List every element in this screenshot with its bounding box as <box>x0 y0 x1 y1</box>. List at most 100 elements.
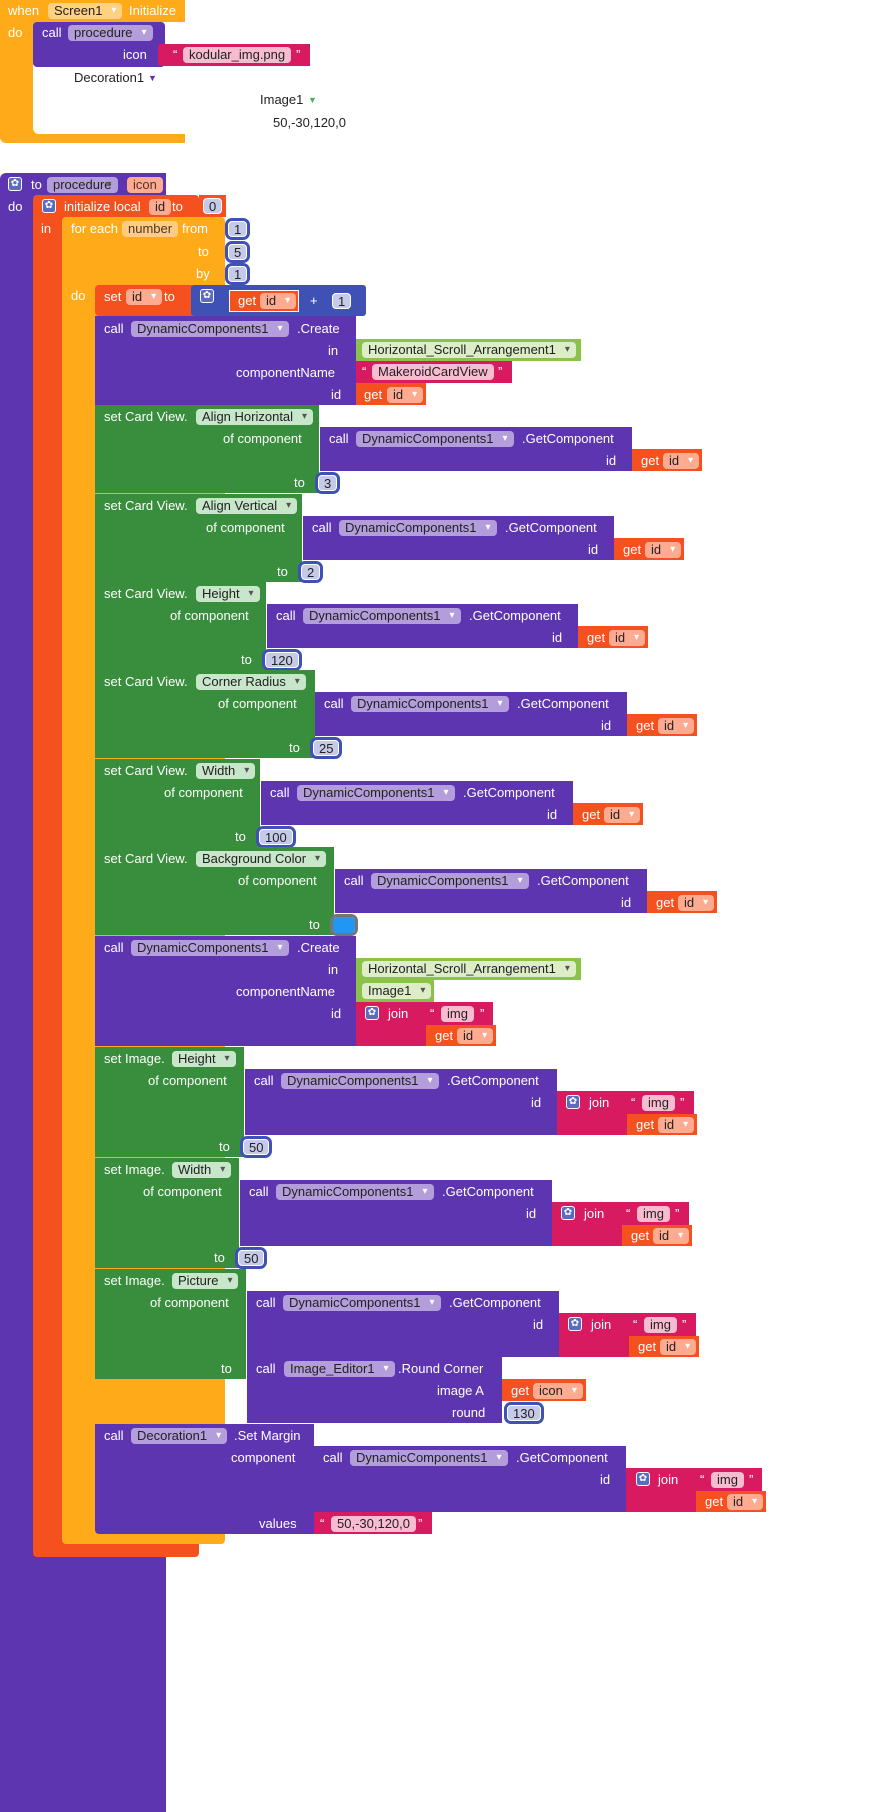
from-value[interactable]: 1 <box>224 218 251 240</box>
procedure-name[interactable]: procedure <box>47 177 118 193</box>
quote-close-icon: ” <box>418 1516 423 1531</box>
get-var-dropdown[interactable]: id <box>387 387 424 403</box>
round-value[interactable]: 130 <box>504 1402 544 1424</box>
image-type-dropdown[interactable]: Image1 <box>362 983 432 999</box>
card-property-dropdown[interactable]: Width <box>196 763 256 779</box>
join-label: join <box>388 1006 409 1021</box>
get-var-dropdown[interactable]: id <box>658 1117 695 1133</box>
property-value[interactable]: 25 <box>309 737 343 759</box>
dynamic-components-dropdown[interactable]: DynamicComponents1 <box>351 696 509 712</box>
quote-open-icon: “ <box>626 1206 631 1221</box>
loop-var-name[interactable]: number <box>122 221 179 237</box>
decoration-dropdown[interactable]: Decoration1 <box>131 1428 228 1444</box>
quote-open-icon: “ <box>631 1095 636 1110</box>
get-label: get <box>623 542 642 557</box>
get-icon-dropdown[interactable]: icon <box>533 1383 583 1399</box>
init-value[interactable]: 0 <box>203 198 223 214</box>
dynamic-components-dropdown[interactable]: DynamicComponents1 <box>339 520 497 536</box>
dynamic-components-dropdown[interactable]: DynamicComponents1 <box>131 940 289 956</box>
img-text[interactable]: img <box>711 1472 744 1488</box>
component-name-label: componentName <box>236 984 335 999</box>
img-text[interactable]: img <box>637 1206 670 1222</box>
component-arg-label: component <box>231 1450 296 1465</box>
get-var-dropdown[interactable]: id <box>678 895 715 911</box>
dynamic-components-dropdown[interactable]: DynamicComponents1 <box>350 1450 508 1466</box>
property-value[interactable]: 2 <box>297 561 324 583</box>
property-value[interactable]: 50 <box>239 1136 273 1158</box>
property-value[interactable]: 50 <box>234 1247 268 1269</box>
id-arg-label: id <box>601 718 612 733</box>
image-property-dropdown[interactable]: Height <box>172 1051 236 1067</box>
card-type-text[interactable]: MakeroidCardView <box>372 364 494 380</box>
of-component-label: of component <box>148 1073 227 1088</box>
get-var-dropdown[interactable]: id <box>727 1494 764 1510</box>
image-property-dropdown[interactable]: Picture <box>172 1273 239 1289</box>
arrangement-dropdown[interactable]: Horizontal_Scroll_Arrangement1 <box>362 961 576 977</box>
card-property-dropdown[interactable]: Align Vertical <box>196 498 298 514</box>
by-value[interactable]: 1 <box>224 263 251 285</box>
dynamic-components-dropdown[interactable]: DynamicComponents1 <box>303 608 461 624</box>
get-var-dropdown[interactable]: id <box>663 453 700 469</box>
add-value[interactable]: 1 <box>332 293 352 309</box>
dynamic-components-dropdown[interactable]: DynamicComponents1 <box>371 873 529 889</box>
param-icon[interactable]: icon <box>127 177 163 193</box>
property-value[interactable]: 120 <box>262 649 302 671</box>
set-margin-method-label: .Set Margin <box>234 1428 301 1443</box>
card-property-dropdown[interactable]: Align Horizontal <box>196 409 314 425</box>
card-property-dropdown[interactable]: Corner Radius <box>196 674 306 690</box>
gear-icon[interactable]: ✿ <box>365 1006 379 1020</box>
get-label: get <box>636 1117 655 1132</box>
local-var-name[interactable]: id <box>149 199 172 215</box>
procedure-dropdown[interactable]: procedure <box>68 25 153 41</box>
color-swatch[interactable] <box>330 914 358 936</box>
gear-icon[interactable]: ✿ <box>8 177 22 191</box>
get-var-dropdown[interactable]: id <box>604 807 641 823</box>
image-label: Image1 <box>260 92 304 107</box>
img-text[interactable]: img <box>441 1006 474 1022</box>
get-var-dropdown[interactable]: id <box>609 630 646 646</box>
set-card-view-label: set Card View. <box>104 674 188 689</box>
dynamic-components-dropdown[interactable]: DynamicComponents1 <box>276 1184 434 1200</box>
gear-icon[interactable]: ✿ <box>200 289 214 303</box>
to-value[interactable]: 5 <box>224 241 251 263</box>
dynamic-components-dropdown[interactable]: DynamicComponents1 <box>356 431 514 447</box>
property-value[interactable]: 100 <box>256 826 296 848</box>
gear-icon[interactable]: ✿ <box>561 1206 575 1220</box>
to-label: to <box>289 740 300 755</box>
arrangement-dropdown[interactable]: Horizontal_Scroll_Arrangement1 <box>362 342 576 358</box>
id-arg-label: id <box>621 895 632 910</box>
of-component-label: of component <box>223 431 302 446</box>
get-var-dropdown[interactable]: id <box>660 1339 697 1355</box>
id-arg-label: id <box>552 630 563 645</box>
to-label: to <box>241 652 252 667</box>
image-property-dropdown[interactable]: Width <box>172 1162 232 1178</box>
from-label: from <box>182 221 208 236</box>
set-var-dropdown[interactable]: id <box>126 289 163 305</box>
gear-icon[interactable]: ✿ <box>636 1472 650 1486</box>
get-var-dropdown[interactable]: id <box>457 1028 494 1044</box>
img-text[interactable]: img <box>644 1317 677 1333</box>
dynamic-components-dropdown[interactable]: DynamicComponents1 <box>281 1073 439 1089</box>
get-var-dropdown[interactable]: id <box>645 542 682 558</box>
gear-icon[interactable]: ✿ <box>568 1317 582 1331</box>
property-value[interactable]: 3 <box>314 472 341 494</box>
image-editor-dropdown[interactable]: Image_Editor1 <box>284 1361 395 1377</box>
card-property-dropdown[interactable]: Height <box>196 586 260 602</box>
screen-dropdown[interactable]: Screen1 <box>48 3 123 19</box>
dynamic-components-dropdown[interactable]: DynamicComponents1 <box>283 1295 441 1311</box>
gear-icon[interactable]: ✿ <box>566 1095 580 1109</box>
card-property-dropdown[interactable]: Background Color <box>196 851 327 867</box>
set-card-view-label: set Card View. <box>104 851 188 866</box>
icon-text-value[interactable]: kodular_img.png <box>183 47 292 63</box>
img-text[interactable]: img <box>642 1095 675 1111</box>
margin-values-text[interactable]: 50,-30,120,0 <box>331 1516 417 1532</box>
quote-open-icon: “ <box>700 1472 705 1487</box>
get-var-dropdown[interactable]: id <box>260 293 297 309</box>
dynamic-components-dropdown[interactable]: DynamicComponents1 <box>297 785 455 801</box>
get-var-dropdown[interactable]: id <box>653 1228 690 1244</box>
to-label: to <box>198 244 209 259</box>
gear-icon[interactable]: ✿ <box>42 199 56 213</box>
call-label: call <box>254 1073 274 1088</box>
get-var-dropdown[interactable]: id <box>658 718 695 734</box>
dynamic-components-dropdown[interactable]: DynamicComponents1 <box>131 321 289 337</box>
